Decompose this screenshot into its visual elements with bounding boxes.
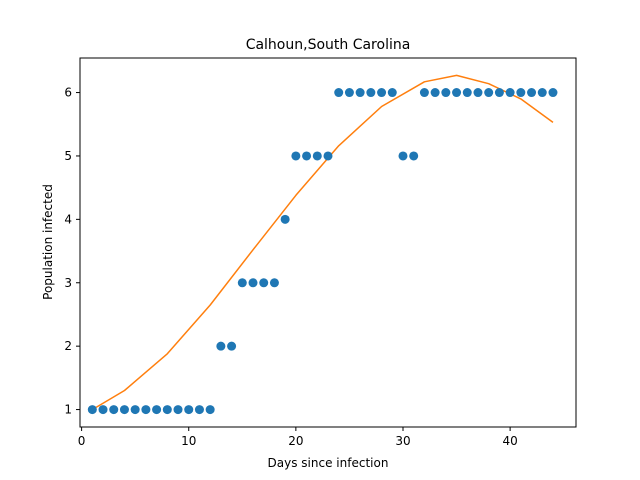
data-point [334,88,344,98]
data-point [462,88,472,98]
data-point [98,405,108,415]
y-tick-label: 4 [64,212,72,226]
data-point [473,88,483,98]
y-tick-label: 3 [64,276,72,290]
data-point [269,278,279,288]
data-point [87,405,97,415]
data-point [227,341,237,351]
data-point [237,278,247,288]
data-point [398,151,408,161]
data-point [184,405,194,415]
x-tick-label: 20 [288,434,303,448]
data-point [323,151,333,161]
data-point [537,88,547,98]
data-point [344,88,354,98]
data-point [441,88,451,98]
axes-frame [79,57,577,428]
data-point [162,405,172,415]
data-point [527,88,537,98]
data-point [366,88,376,98]
data-point [419,88,429,98]
data-point [484,88,494,98]
data-point [130,405,140,415]
chart-title: Calhoun,South Carolina [246,37,411,53]
data-point [494,88,504,98]
data-point [312,151,322,161]
y-tick-label: 6 [64,86,72,100]
data-point [119,405,129,415]
data-point [216,341,226,351]
data-point [248,278,258,288]
x-tick-label: 30 [395,434,410,448]
data-point [259,278,269,288]
data-point [291,151,301,161]
data-point [516,88,526,98]
data-point [409,151,419,161]
data-point [152,405,162,415]
x-tick-label: 40 [502,434,517,448]
y-tick-label: 2 [64,339,72,353]
x-axis: 0 10 20 30 40 [78,427,518,448]
data-point [387,88,397,98]
y-tick-label: 5 [64,149,72,163]
y-axis: 1 2 3 4 5 6 [64,86,80,417]
data-point [280,214,290,224]
y-tick-label: 1 [64,403,72,417]
data-point [194,405,204,415]
data-point [109,405,119,415]
data-point [452,88,462,98]
x-tick-label: 0 [78,434,86,448]
data-point [141,405,151,415]
x-axis-title: Days since infection [268,456,389,470]
data-point [430,88,440,98]
data-point [377,88,387,98]
data-point [355,88,365,98]
y-axis-title: Population infected [41,184,55,300]
data-point [205,405,215,415]
data-point [548,88,558,98]
data-point [505,88,515,98]
plot-area [87,74,558,415]
x-tick-label: 10 [181,434,196,448]
data-point [302,151,312,161]
fit-curve [91,74,554,411]
data-point [173,405,183,415]
